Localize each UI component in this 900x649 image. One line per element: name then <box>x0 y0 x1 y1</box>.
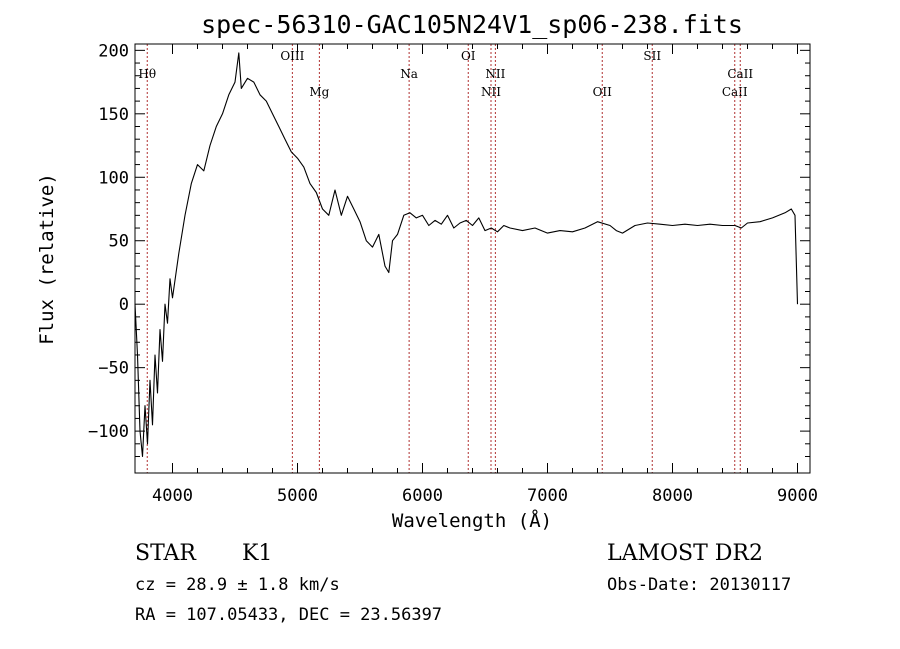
y-tick-label: 150 <box>98 105 129 125</box>
object-subclass: K1 <box>242 541 272 566</box>
spectral-line-label: NII <box>485 67 505 81</box>
x-tick-label: 5000 <box>277 486 318 506</box>
spectral-line-label: OII <box>593 85 613 99</box>
y-tick-label: 200 <box>98 41 129 61</box>
spectral-line-label: OI <box>461 49 476 63</box>
object-class: STAR <box>135 541 197 566</box>
chart-title: spec-56310-GAC105N24V1_sp06-238.fits <box>201 10 743 39</box>
x-tick-label: 8000 <box>652 486 693 506</box>
spectral-line-label: OIII <box>280 49 304 63</box>
x-tick-label: 9000 <box>777 486 818 506</box>
x-tick-label: 7000 <box>527 486 568 506</box>
spectral-line-label: SII <box>643 49 661 63</box>
x-tick-label: 6000 <box>402 486 443 506</box>
x-axis: 4000 5000 6000 7000 8000 9000 <box>152 44 818 506</box>
y-axis: −100 −50 0 50 100 150 200 <box>88 41 810 457</box>
spectral-line-label: Na <box>400 67 418 81</box>
spectral-line-label: Hθ <box>138 67 156 81</box>
spectral-line-label: CaII <box>727 67 753 81</box>
observation-date: Obs-Date: 20130117 <box>607 575 791 595</box>
survey-name: LAMOST DR2 <box>607 541 763 566</box>
y-tick-label: −50 <box>98 359 129 379</box>
spectral-line-label: Mg <box>309 85 329 99</box>
x-axis-label: Wavelength (Å) <box>392 509 552 532</box>
spectral-line-label: NII <box>481 85 501 99</box>
y-tick-label: 50 <box>109 232 129 252</box>
y-tick-label: 100 <box>98 168 129 188</box>
coordinates-readout: RA = 107.05433, DEC = 23.56397 <box>135 605 442 625</box>
spectral-line-markers: Hθ OIII Mg Na OI NII NII OII SII CaII CaII <box>138 44 753 473</box>
spectral-line-label: CaII <box>722 85 748 99</box>
redshift-readout: cz = 28.9 ± 1.8 km/s <box>135 575 340 595</box>
y-tick-label: 0 <box>119 295 129 315</box>
spectrum-series-line <box>134 52 799 458</box>
plot-frame <box>134 43 811 474</box>
y-tick-label: −100 <box>88 422 129 442</box>
x-tick-label: 4000 <box>152 486 193 506</box>
y-axis-label: Flux (relative) <box>36 173 58 345</box>
